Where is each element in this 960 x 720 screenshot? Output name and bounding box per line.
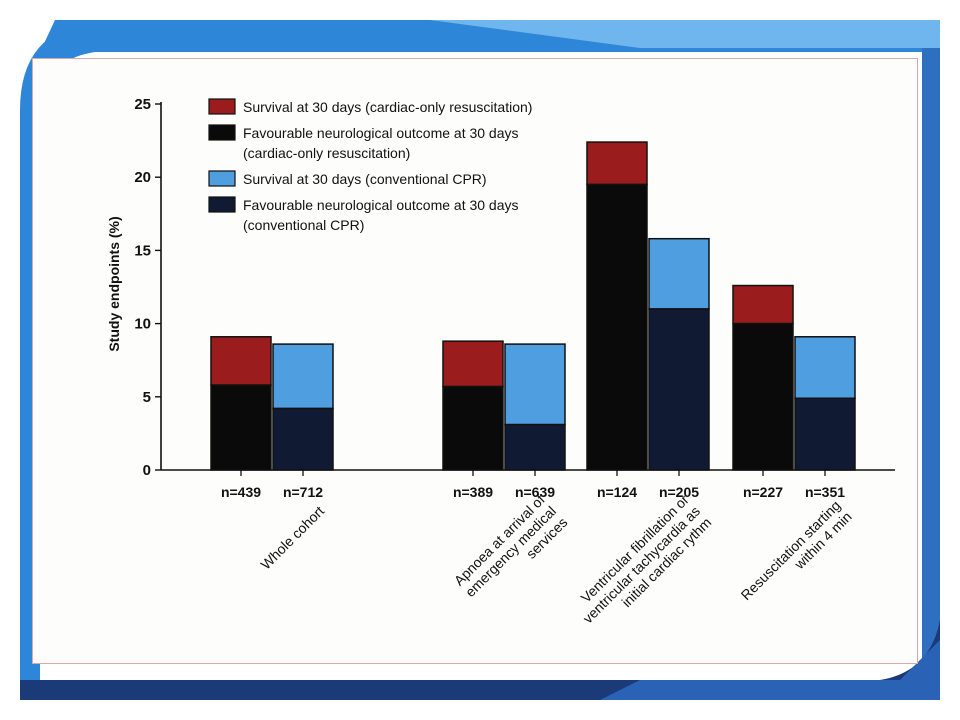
legend-swatch: [208, 170, 236, 187]
bar-n-label: n=389: [453, 484, 493, 500]
bar-neuro-segment: [504, 423, 566, 471]
y-tick-label: 15: [134, 242, 151, 259]
legend-swatch: [208, 196, 236, 213]
frame-top-light: [430, 20, 940, 48]
legend-label: Favourable neurological outcome at 30 da…: [243, 197, 519, 213]
legend-swatch: [208, 98, 236, 115]
legend-label: (cardiac-only resuscitation): [243, 145, 410, 161]
bars-layer: [210, 141, 856, 471]
y-tick-label: 10: [134, 316, 151, 333]
group-label-line: Whole cohort: [257, 503, 327, 573]
legend: Survival at 30 days (cardiac-only resusc…: [208, 98, 532, 233]
bar-survival-segment: [504, 343, 566, 426]
legend-swatch: [208, 124, 236, 141]
frame-right-band: [922, 48, 940, 660]
bar-survival-segment: [648, 237, 710, 310]
bar-n-label: n=227: [743, 484, 783, 500]
y-tick-label: 20: [134, 169, 151, 186]
bar-survival-segment: [586, 141, 648, 186]
bar-n-label: n=124: [597, 484, 637, 500]
bar-survival-segment: [732, 284, 794, 325]
group-label: Whole cohort: [257, 503, 327, 573]
bar-neuro-segment: [442, 385, 504, 471]
bar-n-label: n=712: [283, 484, 323, 500]
group-label-line: ventricular tachycardia as: [580, 503, 704, 627]
legend-label: Survival at 30 days (conventional CPR): [243, 171, 487, 187]
bar-survival-segment: [272, 343, 334, 410]
legend-label: (conventional CPR): [243, 217, 364, 233]
y-axis-label: Study endpoints (%): [106, 216, 122, 351]
bar-neuro-segment: [586, 183, 648, 471]
y-tick-label: 0: [143, 462, 151, 479]
bar-neuro-segment: [210, 384, 272, 471]
legend-label: Favourable neurological outcome at 30 da…: [243, 125, 519, 141]
group-label: Ventricular fibrillation orventricular t…: [568, 491, 714, 637]
bar-neuro-segment: [648, 308, 710, 471]
bar-n-label: n=351: [805, 484, 845, 500]
frame-bottom-light: [600, 640, 940, 700]
y-tick-label: 25: [134, 96, 151, 113]
group-label-line: Resuscitation starting: [738, 497, 844, 603]
bar-neuro-segment: [272, 407, 334, 471]
chart-panel: 0 5 10 15 20 25 n=439 n=712 Whole cohort n=389 n=…: [32, 58, 918, 664]
bar-survival-segment: [794, 336, 856, 400]
bar-neuro-segment: [732, 322, 794, 471]
legend-label: Survival at 30 days (cardiac-only resusc…: [243, 99, 532, 115]
bar-survival-segment: [210, 336, 272, 386]
bar-n-label: n=639: [515, 484, 555, 500]
group-label: Apnoea at arrival ofemergency medicalser…: [451, 491, 571, 611]
group-label: Resuscitation startingwithin 4 min: [738, 497, 855, 614]
bar-n-label: n=205: [659, 484, 699, 500]
bar-survival-segment: [442, 340, 504, 388]
bar-neuro-segment: [794, 397, 856, 471]
y-tick-label: 5: [143, 389, 151, 406]
bar-n-label: n=439: [221, 484, 261, 500]
